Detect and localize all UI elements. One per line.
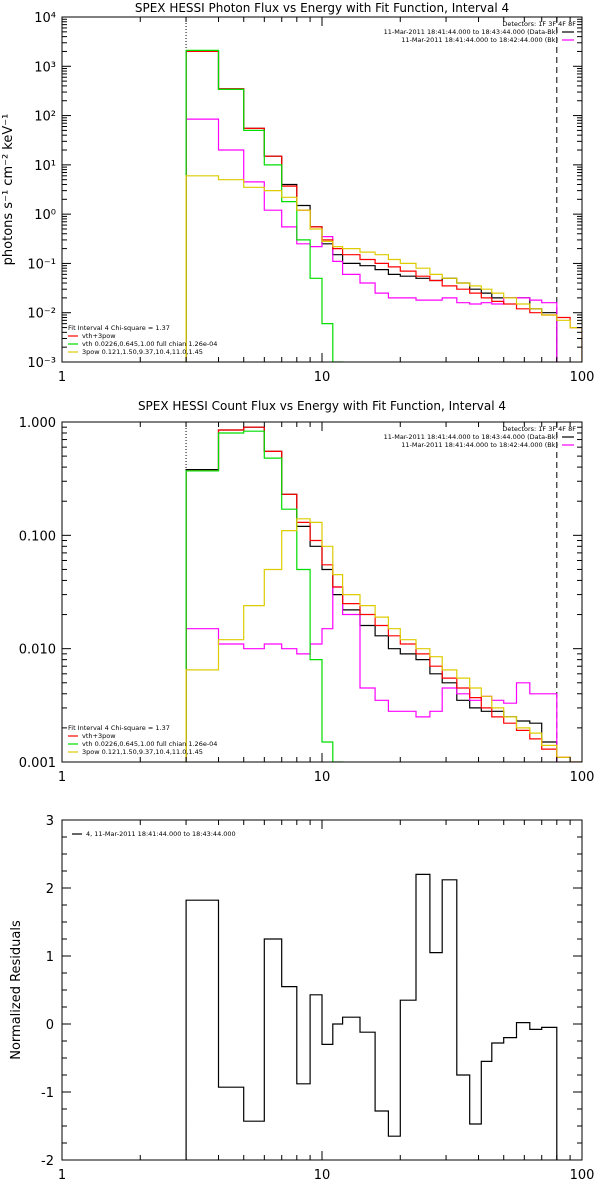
- x-tick-label: 10: [314, 370, 331, 385]
- chart-title: SPEX HESSI Count Flux vs Energy with Fit…: [138, 399, 506, 413]
- y-axis-label: Normalized Residuals: [9, 920, 24, 1060]
- fit-legend-label: vth 0.0226,0.645,1.00 full chian 1.26e-0…: [82, 740, 217, 748]
- series-line-3pow: [185, 518, 582, 762]
- series-line-bk: [185, 586, 558, 762]
- y-tick-label: -2: [41, 1154, 54, 1169]
- y-tick-label: 10⁴: [34, 11, 56, 26]
- count-flux-panel: SPEX HESSI Count Flux vs Energy with Fit…: [19, 399, 595, 785]
- legend-header: Detectors: 1F 3F 4F 8F: [502, 425, 576, 433]
- legend-header: Detectors: 1F 3F 4F 8F: [502, 20, 576, 28]
- y-tick-label: 10¹: [34, 159, 56, 174]
- y-tick-label: 0.001: [19, 756, 56, 771]
- series-line-vth: [185, 49, 344, 362]
- y-tick-label: 10⁻³: [27, 356, 56, 371]
- y-tick-label: 10²: [34, 110, 56, 125]
- fit-legend-header: Fit Interval 4 Chi-square = 1.37: [68, 324, 170, 332]
- plot-frame: [61, 819, 583, 1161]
- fit-legend-label: 3pow 0.121,1.50,9.37,10.4,11.0,1.45: [82, 348, 203, 356]
- series-line-bk: [185, 118, 558, 362]
- y-tick-label: 10³: [34, 60, 56, 75]
- x-tick-label: 100: [570, 770, 595, 785]
- y-tick-label: 10⁻¹: [27, 257, 56, 272]
- series-line-3pow: [185, 175, 582, 362]
- fit-legend-header: Fit Interval 4 Chi-square = 1.37: [68, 724, 170, 732]
- y-tick-label: 0: [46, 1018, 54, 1033]
- photon-flux-panel: SPEX HESSI Photon Flux vs Energy with Fi…: [1, 1, 594, 385]
- legend-entry-label: 11-Mar-2011 18:41:44.000 to 18:42:44.000…: [401, 36, 558, 44]
- x-tick-label: 1: [58, 370, 66, 385]
- fit-legend-label: vth+3pow: [82, 332, 116, 340]
- legend-entry-label: 11-Mar-2011 18:41:44.000 to 18:43:44.000…: [384, 28, 558, 36]
- legend-entry-label: 11-Mar-2011 18:41:44.000 to 18:42:44.000…: [401, 441, 558, 449]
- y-tick-label: 2: [46, 882, 54, 897]
- x-tick-label: 1: [58, 1168, 66, 1183]
- fit-legend-label: vth+3pow: [82, 732, 116, 740]
- series-line-vth-3pow: [185, 50, 582, 362]
- x-tick-label: 1: [58, 770, 66, 785]
- x-tick-label: 100: [570, 370, 595, 385]
- y-axis-label: photons s⁻¹ cm⁻² keV⁻¹: [1, 114, 16, 266]
- series-line-4-11-mar-2011-18-41-44-000-to-18-43-44-000: [185, 873, 558, 1160]
- y-tick-label: 10⁰: [34, 208, 56, 223]
- x-tick-label: 10: [314, 770, 331, 785]
- residuals-panel: 1 10 100 -2 -1 0 1 2 3 Normalized Residuals 4, 11-…: [9, 814, 594, 1183]
- y-tick-label: 0.010: [19, 643, 56, 658]
- y-tick-label: 1: [46, 950, 54, 965]
- x-tick-label: 10: [314, 1168, 331, 1183]
- series-line-data-bk: [185, 50, 558, 362]
- fit-legend-label: vth 0.0226,0.645,1.00 full chian 1.26e-0…: [82, 340, 217, 348]
- series-line-vth-3pow: [185, 426, 582, 762]
- series-line-data-bk: [185, 426, 558, 762]
- y-tick-label: 10⁻²: [27, 307, 56, 322]
- legend-entry-label: 11-Mar-2011 18:41:44.000 to 18:43:44.000…: [384, 433, 558, 441]
- y-tick-label: -1: [41, 1086, 54, 1101]
- y-tick-label: 0.100: [19, 529, 56, 544]
- x-tick-label: 100: [570, 1168, 595, 1183]
- y-tick-label: 3: [46, 814, 54, 829]
- fit-legend-label: 3pow 0.121,1.50,9.37,10.4,11.0,1.45: [82, 748, 203, 756]
- legend-entry-label: 4, 11-Mar-2011 18:41:44.000 to 18:43:44.…: [86, 830, 236, 838]
- chart-title: SPEX HESSI Photon Flux vs Energy with Fi…: [135, 1, 509, 15]
- series-line-vth: [185, 430, 344, 762]
- y-tick-label: 1.000: [19, 416, 56, 431]
